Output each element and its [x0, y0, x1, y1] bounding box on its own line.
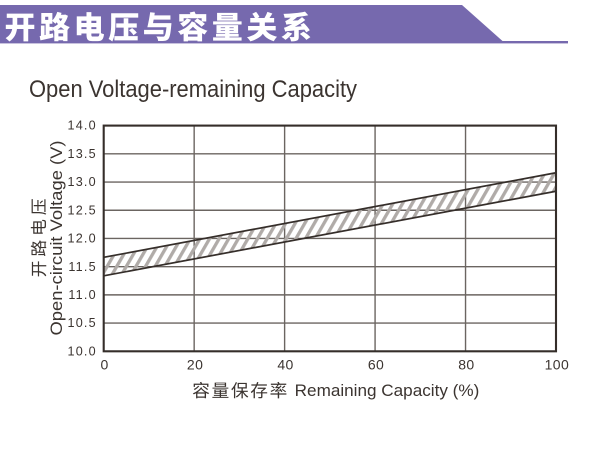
svg-text:14.0: 14.0	[67, 119, 96, 133]
svg-text:40: 40	[277, 357, 293, 373]
svg-text:60: 60	[368, 357, 384, 373]
svg-text:12.5: 12.5	[67, 203, 96, 217]
svg-text:0: 0	[101, 357, 109, 373]
svg-text:12.0: 12.0	[67, 232, 96, 246]
svg-text:20: 20	[187, 357, 203, 373]
svg-text:11.0: 11.0	[68, 288, 96, 302]
svg-text:80: 80	[458, 357, 474, 373]
svg-text:Open-circuit Voltage (V): Open-circuit Voltage (V)	[47, 141, 66, 336]
svg-text:13.5: 13.5	[67, 147, 96, 161]
svg-text:13.0: 13.0	[67, 175, 96, 189]
svg-text:11.5: 11.5	[68, 260, 96, 274]
svg-text:100: 100	[545, 357, 570, 373]
svg-text:Open Voltage-remaining Capacit: Open Voltage-remaining Capacity	[29, 76, 357, 103]
svg-text:Remaining Capacity (%): Remaining Capacity (%)	[295, 381, 480, 400]
svg-text:10.5: 10.5	[67, 316, 96, 330]
svg-text:10.0: 10.0	[67, 344, 96, 358]
